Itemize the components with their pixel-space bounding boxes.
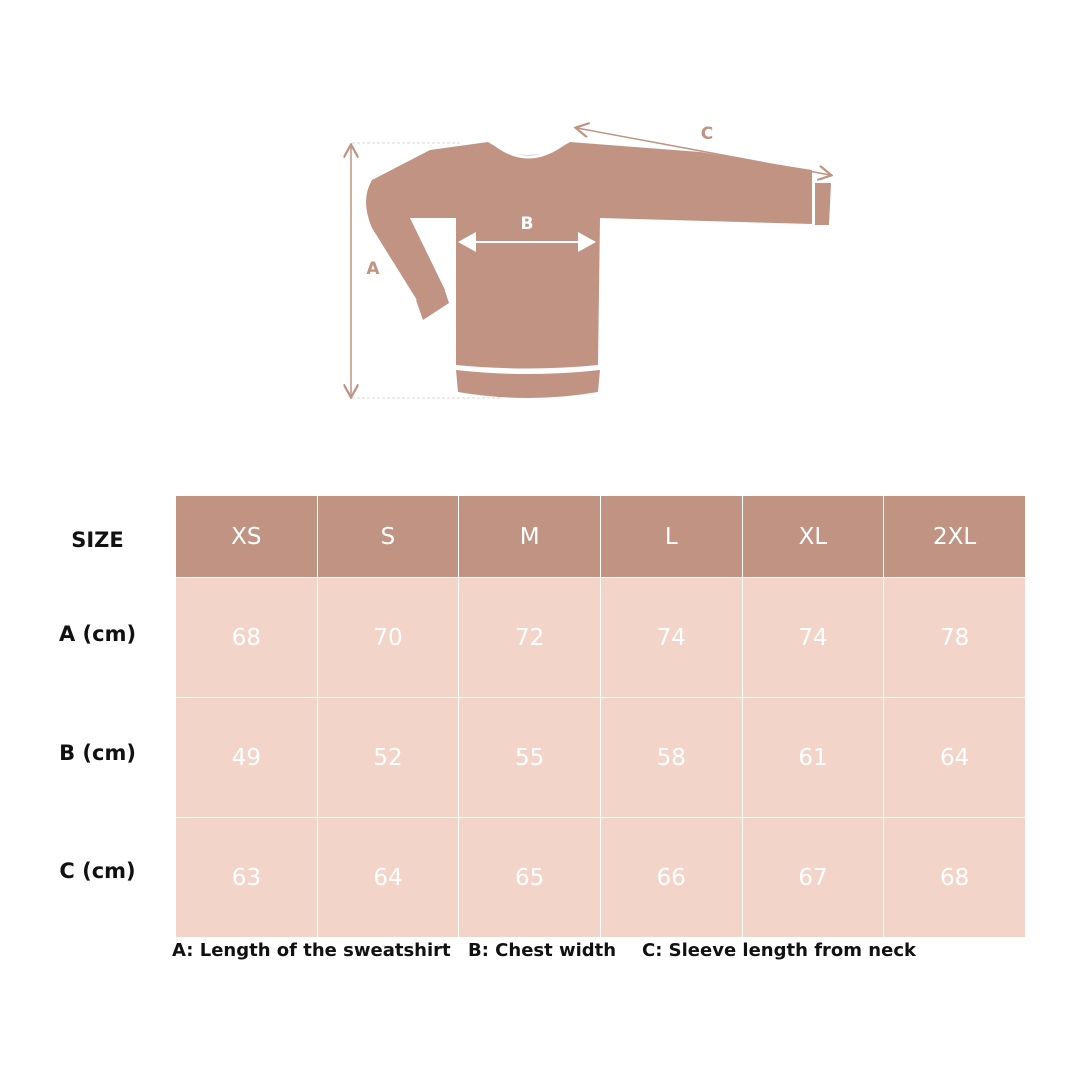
measure-c-line <box>577 128 830 175</box>
value-cell: 66 <box>599 817 743 938</box>
size-cell: L <box>599 495 743 578</box>
value-cell: 64 <box>316 817 460 938</box>
value-cell: 68 <box>175 577 318 698</box>
value-cell: 72 <box>458 577 601 698</box>
value-cell: 49 <box>175 697 318 818</box>
value-cell: 63 <box>175 817 318 938</box>
size-cell: XL <box>741 495 885 578</box>
legend-c: C: Sleeve length from neck <box>642 940 916 961</box>
value-cell: 70 <box>316 577 460 698</box>
right-cuff <box>815 183 831 225</box>
row-label-c: C (cm) <box>59 859 136 883</box>
legend-a: A: Length of the sweatshirt <box>172 940 451 961</box>
size-header-label: SIZE <box>71 528 124 552</box>
sweatshirt-diagram: A B C <box>0 0 1080 460</box>
label-a: A <box>366 259 380 279</box>
value-cell: 74 <box>741 577 885 698</box>
row-label-b: B (cm) <box>59 741 136 765</box>
value-cell: 74 <box>599 577 743 698</box>
value-cell: 65 <box>458 817 601 938</box>
label-c: C <box>701 124 713 144</box>
size-cell: S <box>316 495 460 578</box>
table-row-b: 49 52 55 58 61 64 <box>175 697 1026 818</box>
value-cell: 52 <box>316 697 460 818</box>
sweatshirt-hem <box>456 370 600 398</box>
size-table: XS S M L XL 2XL 68 70 72 74 74 78 49 52 … <box>175 495 1026 938</box>
label-b: B <box>521 214 534 234</box>
value-cell: 55 <box>458 697 601 818</box>
value-cell: 58 <box>599 697 743 818</box>
table-row-c: 63 64 65 66 67 68 <box>175 817 1026 938</box>
size-header-row: XS S M L XL 2XL <box>175 495 1026 578</box>
value-cell: 67 <box>741 817 885 938</box>
sweatshirt-shape <box>366 142 812 369</box>
legend-b: B: Chest width <box>468 940 617 961</box>
left-cuff <box>416 288 449 320</box>
value-cell: 68 <box>883 817 1026 938</box>
row-label-a: A (cm) <box>58 622 137 646</box>
table-row-a: 68 70 72 74 74 78 <box>175 577 1026 698</box>
size-cell: 2XL <box>883 495 1026 578</box>
size-cell: M <box>458 495 601 578</box>
neckline <box>491 140 567 159</box>
value-cell: 78 <box>883 577 1026 698</box>
size-cell: XS <box>175 495 318 578</box>
value-cell: 64 <box>883 697 1026 818</box>
value-cell: 61 <box>741 697 885 818</box>
